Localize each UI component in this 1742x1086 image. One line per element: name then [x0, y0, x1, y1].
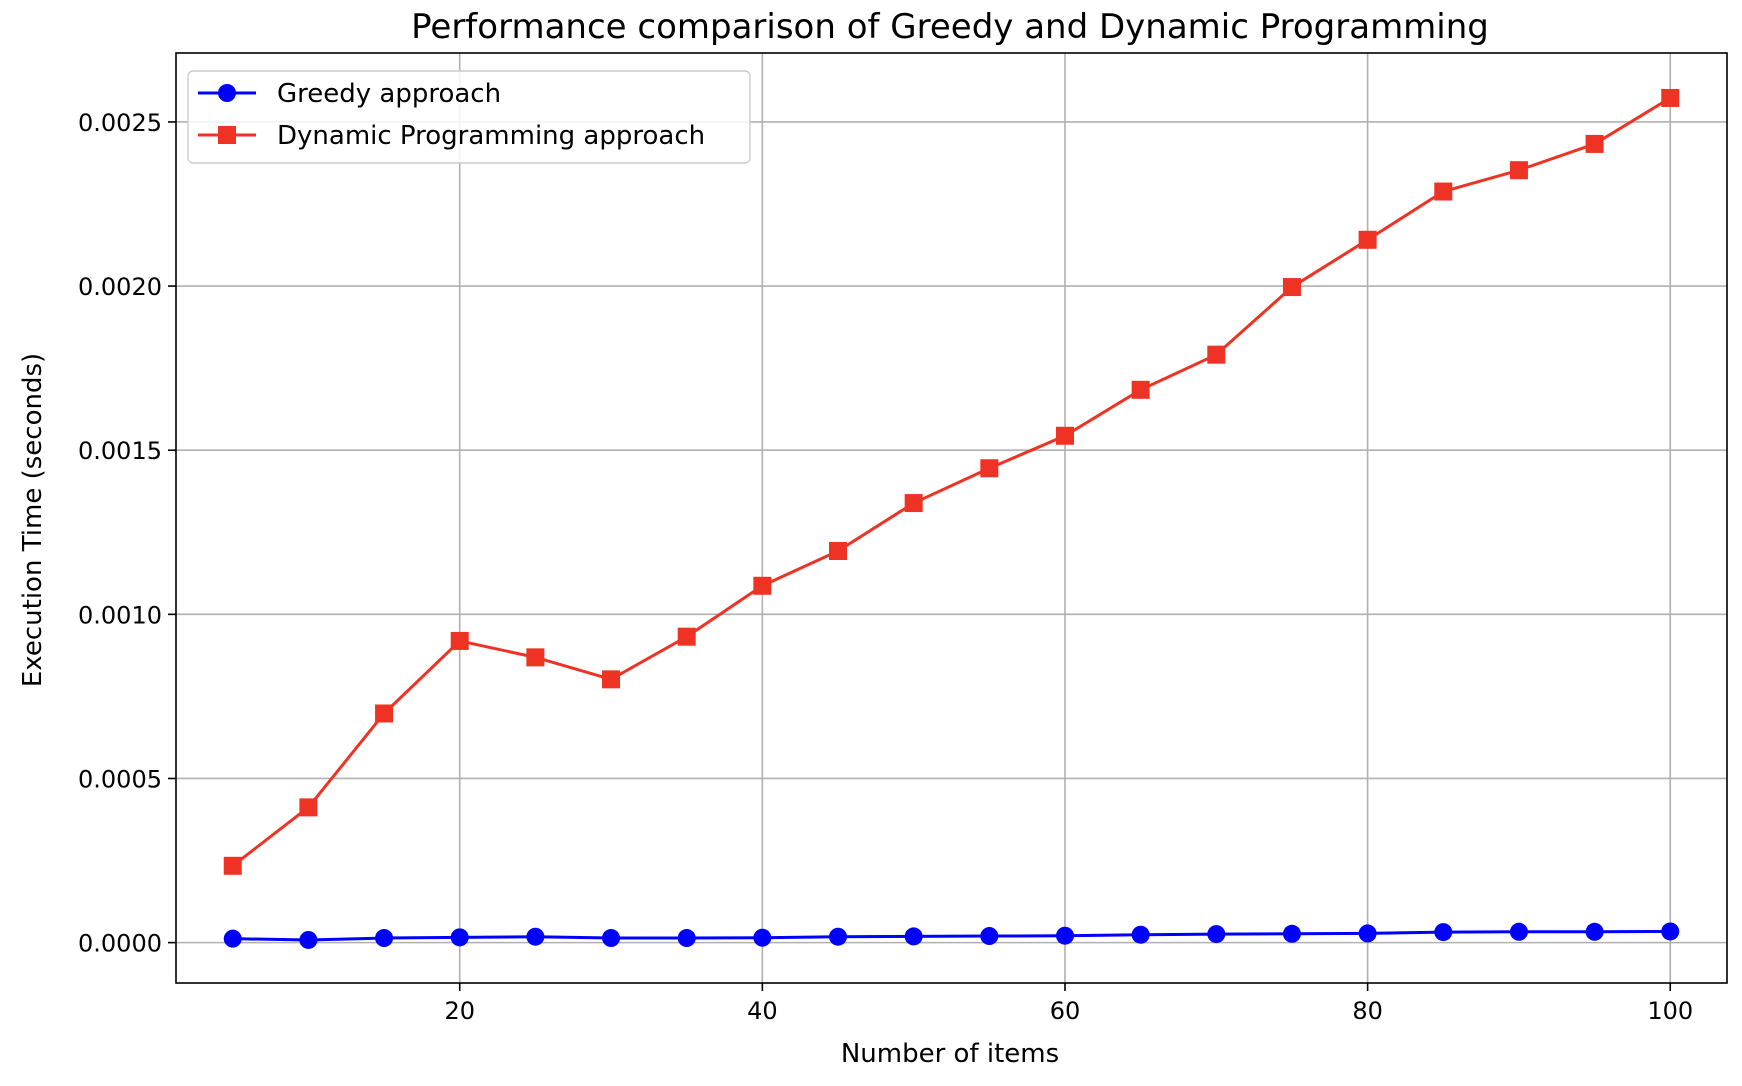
data-point-dynamic-programming-approach [753, 576, 772, 595]
legend-marker-greedy [218, 84, 236, 102]
chart-title: Performance comparison of Greedy and Dyn… [411, 7, 1489, 47]
data-point-greedy-approach [1055, 926, 1074, 945]
y-tick-label: 0.0005 [78, 765, 162, 793]
series-line-dynamic-programming-approach [231, 96, 1672, 868]
data-point-greedy-approach [1434, 923, 1453, 942]
legend-item-greedy: Greedy approach [198, 79, 501, 109]
x-axis-label: Number of items [841, 1039, 1059, 1069]
data-point-dynamic-programming-approach [223, 856, 242, 875]
legend-label-greedy: Greedy approach [277, 79, 501, 109]
data-point-dynamic-programming-approach [904, 494, 923, 513]
series-greedy-approach [223, 922, 1680, 949]
y-tick-label: 0.0020 [78, 273, 162, 301]
data-point-greedy-approach [1509, 922, 1528, 941]
data-point-greedy-approach [1661, 922, 1680, 941]
data-point-dynamic-programming-approach [1055, 426, 1074, 445]
data-point-greedy-approach [450, 928, 469, 947]
plot-frame [175, 52, 1728, 984]
data-point-greedy-approach [1358, 924, 1377, 943]
y-tick-label: 0.0010 [78, 601, 162, 629]
grid-layer [176, 53, 1727, 983]
data-point-greedy-approach [375, 929, 394, 948]
data-point-greedy-approach [829, 927, 848, 946]
data-point-dynamic-programming-approach [1282, 278, 1301, 297]
data-point-dynamic-programming-approach [980, 459, 999, 478]
data-point-greedy-approach [980, 927, 999, 946]
series-layer [223, 88, 1680, 949]
legend-marker-dynamic-programming [218, 126, 236, 144]
data-point-greedy-approach [753, 928, 772, 947]
y-tick-label: 0.0000 [78, 930, 162, 958]
legend-box [187, 70, 751, 164]
data-point-greedy-approach [1585, 922, 1604, 941]
legend-label-dynamic-programming: Dynamic Programming approach [277, 121, 705, 151]
data-point-greedy-approach [223, 929, 242, 948]
tick-layer: 20 40 60 80 100 0.0000 0.0005 0.0010 0.0015 0.002… [78, 109, 1693, 1025]
data-point-dynamic-programming-approach [375, 704, 394, 723]
data-point-dynamic-programming-approach [1661, 88, 1680, 107]
data-point-greedy-approach [299, 930, 318, 949]
y-tick-label: 0.0015 [78, 437, 162, 465]
data-point-dynamic-programming-approach [1358, 230, 1377, 249]
data-point-greedy-approach [602, 929, 621, 948]
x-tick-label: 60 [1050, 997, 1081, 1025]
y-axis-label: Execution Time (seconds) [18, 353, 48, 687]
data-point-greedy-approach [526, 927, 545, 946]
data-point-dynamic-programming-approach [829, 541, 848, 560]
data-point-greedy-approach [1207, 925, 1226, 944]
data-point-greedy-approach [677, 929, 696, 948]
legend: Greedy approach Dynamic Programming appr… [187, 70, 751, 164]
series-line-greedy-approach [231, 929, 1672, 942]
data-point-dynamic-programming-approach [602, 670, 621, 689]
data-point-dynamic-programming-approach [526, 648, 545, 667]
x-tick-label: 40 [747, 997, 778, 1025]
data-point-greedy-approach [904, 927, 923, 946]
data-point-dynamic-programming-approach [1585, 134, 1604, 153]
x-tick-label: 100 [1647, 997, 1693, 1025]
data-point-dynamic-programming-approach [299, 798, 318, 817]
data-point-greedy-approach [1282, 924, 1301, 943]
legend-item-dynamic-programming: Dynamic Programming approach [198, 121, 705, 151]
data-point-dynamic-programming-approach [1207, 345, 1226, 364]
data-point-dynamic-programming-approach [1434, 182, 1453, 201]
data-point-dynamic-programming-approach [450, 631, 469, 650]
data-point-dynamic-programming-approach [1509, 161, 1528, 180]
x-tick-label: 20 [444, 997, 475, 1025]
data-point-dynamic-programming-approach [677, 627, 696, 646]
data-point-greedy-approach [1131, 925, 1150, 944]
x-tick-label: 80 [1352, 997, 1383, 1025]
data-point-dynamic-programming-approach [1131, 380, 1150, 399]
y-tick-label: 0.0025 [78, 109, 162, 137]
series-dynamic-programming-approach [223, 88, 1680, 875]
